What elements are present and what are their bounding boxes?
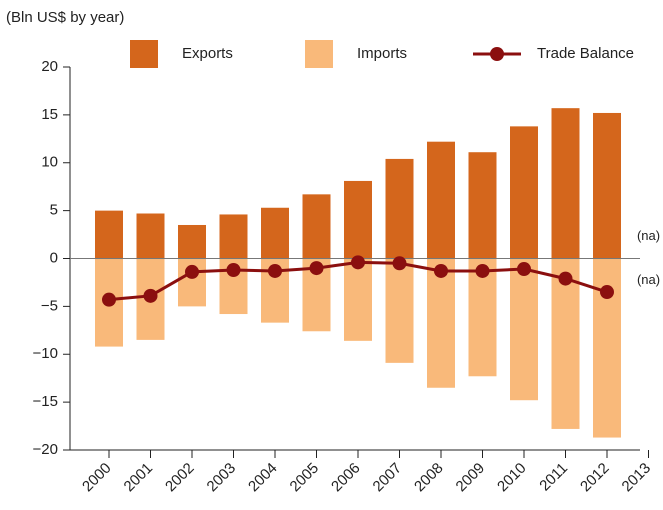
chart-subtitle: (Bln US$ by year) (6, 9, 124, 26)
trade-balance-point (600, 285, 614, 300)
legend-dot (490, 47, 504, 61)
y-tick-label: −20 (33, 441, 58, 458)
x-tick-label: 2002 (162, 460, 198, 496)
bar (427, 141, 455, 259)
bar (261, 207, 289, 259)
trade-balance-point (268, 263, 282, 278)
bar (468, 152, 497, 259)
trade-balance-point (351, 255, 365, 270)
trade-balance-point (434, 263, 448, 278)
bar (468, 258, 497, 377)
trade-balance-point (392, 256, 407, 271)
bar (385, 158, 414, 259)
bar (219, 214, 248, 259)
trade-balance-point (517, 262, 531, 277)
value-label: (na) (637, 228, 660, 243)
y-tick-label: 15 (41, 106, 58, 123)
x-tick-label: 2012 (577, 460, 613, 496)
y-tick-label: −15 (33, 393, 58, 410)
legend-label: Trade Balance (537, 45, 634, 62)
bar (302, 194, 331, 259)
legend-label: Exports (182, 45, 233, 62)
bar (427, 258, 455, 388)
bar (551, 108, 580, 259)
bar (178, 224, 206, 259)
bar (136, 213, 165, 259)
trade-balance-point (226, 262, 241, 277)
bar (95, 210, 123, 259)
trade-balance-point (309, 261, 324, 276)
x-tick-label: 2003 (204, 460, 240, 496)
y-tick-label: 0 (50, 249, 58, 266)
x-tick-label: 2008 (411, 460, 447, 496)
trade-balance-point (558, 271, 573, 286)
bar (510, 258, 538, 401)
value-label: (na) (637, 272, 660, 287)
bar (510, 126, 538, 259)
y-tick-label: 10 (41, 154, 58, 171)
x-tick-label: 2009 (453, 460, 489, 496)
bar (593, 112, 621, 259)
x-tick-label: 2007 (370, 460, 406, 496)
x-tick-label: 2000 (79, 460, 115, 496)
y-tick-label: 5 (50, 202, 58, 219)
legend-label: Imports (357, 45, 407, 62)
bar (551, 258, 580, 429)
x-tick-label: 2004 (245, 460, 281, 496)
bar (344, 180, 372, 259)
x-tick-label: 2006 (328, 460, 364, 496)
x-tick-label: 2001 (121, 460, 157, 496)
x-tick-label: 2013 (619, 460, 655, 496)
trade-balance-point (475, 263, 490, 278)
legend-swatch (130, 40, 158, 68)
y-tick-label: 20 (41, 58, 58, 75)
y-tick-label: −5 (41, 297, 58, 314)
bar (385, 258, 414, 363)
bar (344, 258, 372, 341)
x-tick-label: 2005 (287, 460, 323, 496)
legend-swatch (305, 40, 333, 68)
x-tick-label: 2011 (536, 460, 571, 495)
y-tick-label: −10 (33, 345, 58, 362)
trade-balance-point (102, 292, 116, 307)
trade-balance-point (185, 264, 199, 279)
trade-balance-point (143, 288, 158, 303)
x-tick-label: 2010 (494, 460, 530, 496)
